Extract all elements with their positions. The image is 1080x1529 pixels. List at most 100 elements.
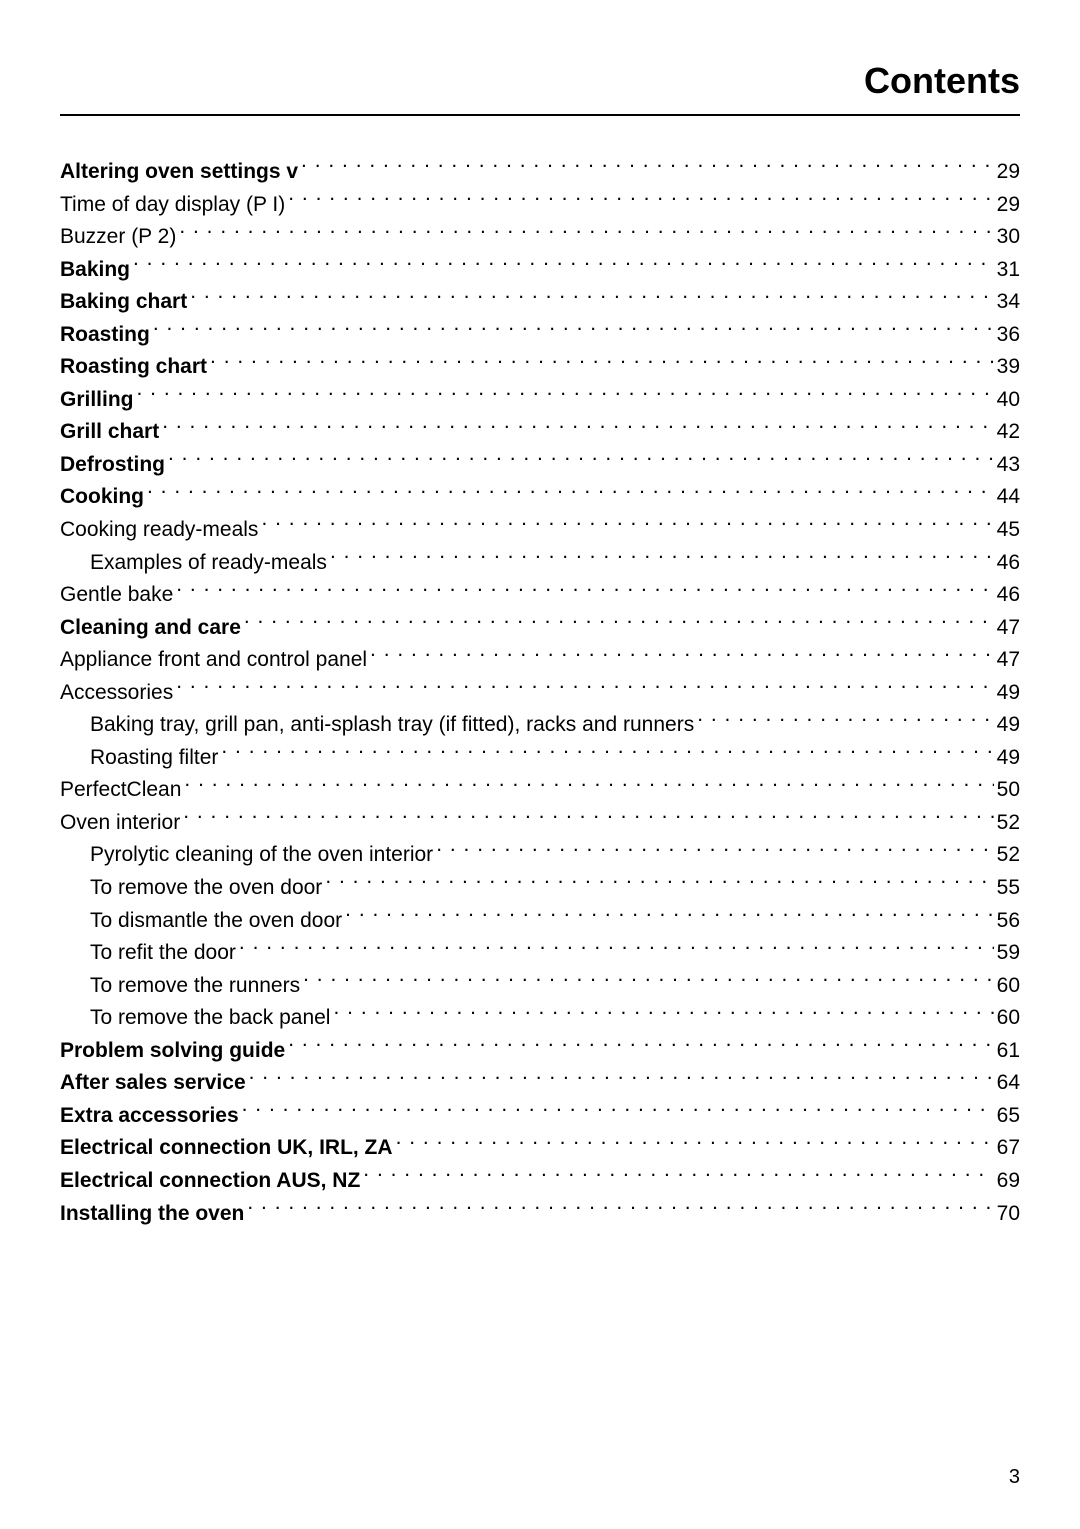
toc-entry-suffix: v — [281, 160, 299, 183]
page-number: 3 — [1009, 1466, 1020, 1489]
toc-entry: To remove the oven door55 — [60, 872, 1020, 905]
toc-entry-page: 55 — [997, 872, 1020, 905]
toc-dot-leader — [330, 548, 994, 569]
toc-entry-page: 61 — [997, 1035, 1020, 1068]
toc-entry: Cooking ready-meals 45 — [60, 514, 1020, 547]
toc-entry-label: To remove the back panel — [90, 1002, 330, 1035]
toc-entry-label: Gentle bake — [60, 579, 173, 612]
toc-entry: Extra accessories 65 — [60, 1100, 1020, 1133]
toc-entry-page: 30 — [997, 221, 1020, 254]
toc-entry-page: 44 — [997, 481, 1020, 514]
toc-entry-page: 36 — [997, 319, 1020, 352]
toc-entry-label: Time of day display (P I) — [60, 189, 285, 222]
toc-entry-page: 60 — [997, 970, 1020, 1003]
toc-dot-leader — [147, 482, 994, 503]
toc-entry-label: Electrical connection AUS, NZ — [60, 1165, 360, 1198]
toc-entry: Altering oven settings v29 — [60, 156, 1020, 189]
toc-entry-label: Pyrolytic cleaning of the oven interior — [90, 839, 433, 872]
toc-dot-leader — [370, 645, 994, 666]
toc-entry-label: Oven interior — [60, 807, 180, 840]
toc-dot-leader — [697, 710, 993, 731]
toc-entry-page: 31 — [997, 254, 1020, 287]
toc-entry: Oven interior 52 — [60, 807, 1020, 840]
toc-dot-leader — [210, 352, 994, 373]
toc-entry: Roasting chart39 — [60, 351, 1020, 384]
toc-entry: Cooking44 — [60, 481, 1020, 514]
toc-entry-page: 47 — [997, 644, 1020, 677]
toc-entry: Baking 31 — [60, 254, 1020, 287]
toc-dot-leader — [162, 417, 993, 438]
toc-dot-leader — [239, 938, 994, 959]
toc-entry: Electrical connection UK, IRL, ZA67 — [60, 1132, 1020, 1165]
toc-dot-leader — [184, 775, 993, 796]
toc-dot-leader — [176, 580, 993, 601]
toc-entry: Time of day display (P I)29 — [60, 189, 1020, 222]
toc-entry-page: 49 — [997, 742, 1020, 775]
toc-entry: To remove the back panel 60 — [60, 1002, 1020, 1035]
toc-entry-page: 65 — [997, 1100, 1020, 1133]
toc-entry-label: To refit the door — [90, 937, 236, 970]
toc-entry: PerfectClean50 — [60, 774, 1020, 807]
toc-entry-page: 49 — [997, 677, 1020, 710]
toc-entry: Appliance front and control panel 47 — [60, 644, 1020, 677]
toc-dot-leader — [333, 1003, 993, 1024]
toc-entry: Baking tray, grill pan, anti-splash tray… — [60, 709, 1020, 742]
table-of-contents: Altering oven settings v29Time of day di… — [60, 156, 1020, 1230]
toc-dot-leader — [153, 320, 994, 341]
toc-dot-leader — [288, 1036, 993, 1057]
toc-entry: Accessories 49 — [60, 677, 1020, 710]
toc-entry-page: 59 — [997, 937, 1020, 970]
toc-dot-leader — [179, 222, 993, 243]
toc-entry-label: Appliance front and control panel — [60, 644, 367, 677]
toc-entry: Buzzer (P 2)30 — [60, 221, 1020, 254]
toc-entry-label: Cooking ready-meals — [60, 514, 258, 547]
toc-dot-leader — [176, 678, 993, 699]
toc-entry-label: PerfectClean — [60, 774, 181, 807]
toc-entry-page: 45 — [997, 514, 1020, 547]
toc-entry-label: Roasting chart — [60, 351, 207, 384]
toc-entry: Grilling40 — [60, 384, 1020, 417]
toc-dot-leader — [363, 1166, 993, 1187]
toc-entry-page: 56 — [997, 905, 1020, 938]
toc-entry-page: 52 — [997, 807, 1020, 840]
toc-entry-page: 47 — [997, 612, 1020, 645]
toc-entry-label: Roasting — [60, 319, 150, 352]
toc-dot-leader — [436, 840, 993, 861]
toc-entry-page: 70 — [997, 1198, 1020, 1231]
toc-entry-label: Extra accessories — [60, 1100, 239, 1133]
toc-entry-label: Baking — [60, 254, 130, 287]
toc-dot-leader — [396, 1133, 994, 1154]
toc-dot-leader — [244, 613, 994, 634]
toc-entry-label: Problem solving guide — [60, 1035, 285, 1068]
toc-entry-page: 46 — [997, 579, 1020, 612]
toc-entry-page: 40 — [997, 384, 1020, 417]
toc-entry: To remove the runners 60 — [60, 970, 1020, 1003]
toc-dot-leader — [168, 450, 994, 471]
toc-entry-label: Examples of ready-meals — [90, 547, 327, 580]
toc-entry: To dismantle the oven door56 — [60, 905, 1020, 938]
toc-entry-page: 60 — [997, 1002, 1020, 1035]
toc-entry-page: 43 — [997, 449, 1020, 482]
toc-entry-label: Baking tray, grill pan, anti-splash tray… — [90, 709, 694, 742]
toc-entry-page: 52 — [997, 839, 1020, 872]
toc-entry: Baking chart34 — [60, 286, 1020, 319]
toc-entry-label: To remove the runners — [90, 970, 300, 1003]
toc-dot-leader — [249, 1068, 994, 1089]
page-header: Contents — [60, 60, 1020, 116]
toc-entry-page: 42 — [997, 416, 1020, 449]
toc-entry: Examples of ready-meals46 — [60, 547, 1020, 580]
toc-entry: Roasting 36 — [60, 319, 1020, 352]
toc-dot-leader — [301, 157, 994, 178]
toc-entry: Pyrolytic cleaning of the oven interior 5… — [60, 839, 1020, 872]
toc-dot-leader — [325, 873, 993, 894]
toc-entry-label: Electrical connection UK, IRL, ZA — [60, 1132, 393, 1165]
toc-entry: Electrical connection AUS, NZ 69 — [60, 1165, 1020, 1198]
toc-entry-label: Accessories — [60, 677, 173, 710]
toc-entry: Cleaning and care47 — [60, 612, 1020, 645]
toc-entry-page: 34 — [997, 286, 1020, 319]
toc-dot-leader — [345, 906, 993, 927]
toc-entry: Grill chart42 — [60, 416, 1020, 449]
page-title: Contents — [60, 60, 1020, 102]
toc-entry: Problem solving guide 61 — [60, 1035, 1020, 1068]
toc-entry-page: 69 — [997, 1165, 1020, 1198]
